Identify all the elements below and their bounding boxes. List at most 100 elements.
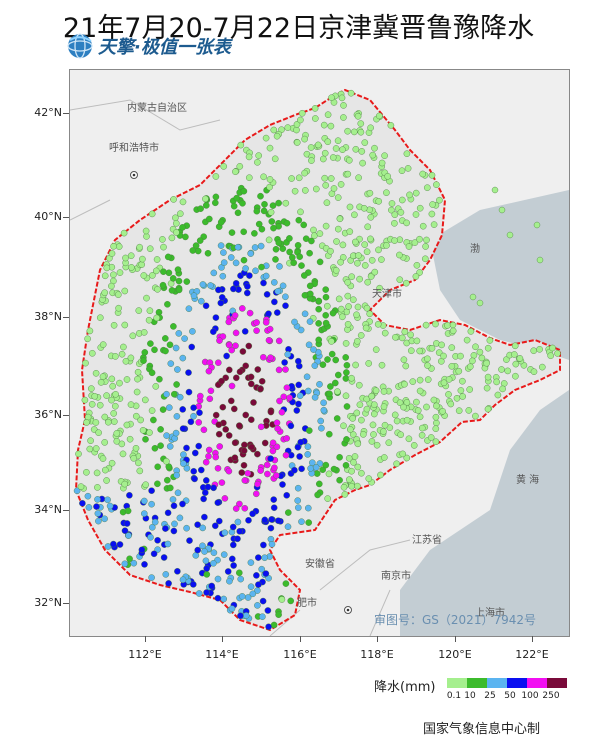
station-marker xyxy=(413,398,420,406)
station-marker xyxy=(275,199,282,207)
station-marker xyxy=(127,354,135,362)
station-marker xyxy=(203,565,210,572)
station-marker xyxy=(205,367,213,375)
station-marker xyxy=(375,246,382,254)
station-marker xyxy=(320,406,328,414)
station-marker xyxy=(316,380,323,388)
station-marker xyxy=(196,237,204,244)
station-marker xyxy=(272,245,280,253)
station-marker xyxy=(113,430,121,437)
station-marker xyxy=(312,185,320,193)
station-marker xyxy=(273,443,281,451)
station-marker xyxy=(113,437,121,445)
lat-label: 40°N xyxy=(34,210,62,223)
station-marker xyxy=(205,446,213,454)
station-marker xyxy=(293,407,301,414)
station-marker xyxy=(367,235,374,243)
station-marker xyxy=(491,186,499,194)
station-marker xyxy=(171,390,178,398)
station-marker xyxy=(396,251,403,259)
station-marker xyxy=(179,500,186,508)
station-marker xyxy=(170,323,177,330)
station-marker xyxy=(374,320,382,328)
station-marker xyxy=(173,381,180,388)
station-marker xyxy=(179,406,186,413)
station-marker xyxy=(240,461,248,469)
station-marker xyxy=(282,366,289,373)
station-marker xyxy=(175,330,183,337)
station-marker xyxy=(266,325,274,333)
station-marker xyxy=(405,435,413,443)
station-marker xyxy=(356,275,363,283)
station-marker xyxy=(142,227,150,235)
station-marker xyxy=(232,329,240,337)
station-marker xyxy=(272,256,279,263)
station-marker xyxy=(194,521,201,529)
station-marker xyxy=(336,215,344,223)
globe-logo-icon xyxy=(67,33,93,59)
station-marker xyxy=(387,122,395,129)
station-marker xyxy=(268,516,275,523)
station-marker xyxy=(197,297,205,305)
station-marker xyxy=(286,248,293,256)
station-marker xyxy=(195,442,202,450)
station-marker xyxy=(203,571,211,578)
station-marker xyxy=(351,211,358,219)
station-marker xyxy=(286,394,293,402)
station-marker xyxy=(421,255,429,263)
map-area[interactable] xyxy=(69,69,570,637)
station-marker xyxy=(223,352,230,360)
station-marker xyxy=(345,303,352,310)
station-marker xyxy=(398,167,406,174)
station-marker xyxy=(293,139,301,146)
station-marker xyxy=(241,504,249,512)
station-marker xyxy=(199,281,207,288)
station-marker xyxy=(166,341,174,349)
place-label-shanghai: 上海市 xyxy=(475,608,505,619)
station-marker xyxy=(510,351,518,358)
station-marker xyxy=(287,422,295,430)
station-marker xyxy=(301,135,308,143)
station-marker xyxy=(358,148,366,155)
station-marker xyxy=(123,520,131,527)
station-marker xyxy=(153,256,161,263)
station-marker xyxy=(315,336,322,344)
lon-tick xyxy=(532,636,533,642)
station-marker xyxy=(122,254,129,262)
station-marker xyxy=(301,169,308,177)
station-marker xyxy=(149,523,156,531)
station-marker xyxy=(218,479,226,486)
station-marker xyxy=(423,184,431,191)
station-marker xyxy=(351,238,359,246)
station-marker xyxy=(115,291,122,298)
station-marker xyxy=(336,476,343,484)
station-marker xyxy=(207,387,215,395)
station-marker xyxy=(511,342,519,350)
station-marker xyxy=(366,189,374,197)
station-marker xyxy=(381,421,389,429)
station-marker xyxy=(242,612,250,619)
station-marker xyxy=(393,460,400,468)
station-marker xyxy=(404,165,412,172)
station-marker xyxy=(459,393,467,400)
station-marker xyxy=(95,517,102,525)
station-marker xyxy=(140,272,148,279)
station-marker xyxy=(232,168,239,175)
station-marker xyxy=(343,403,351,410)
station-marker xyxy=(151,518,159,526)
station-marker xyxy=(138,546,146,554)
station-marker xyxy=(401,328,409,336)
station-marker xyxy=(288,175,295,182)
station-marker xyxy=(203,589,210,596)
brand-logo: 天擎·极值一张表 xyxy=(66,30,231,62)
station-marker xyxy=(156,375,163,383)
station-marker xyxy=(327,383,334,390)
station-marker xyxy=(210,484,217,492)
station-marker xyxy=(136,467,144,475)
station-marker xyxy=(283,219,291,227)
station-marker xyxy=(357,128,365,136)
station-marker xyxy=(119,450,127,458)
station-marker xyxy=(378,256,385,263)
station-marker xyxy=(536,256,544,264)
station-marker xyxy=(361,262,369,269)
